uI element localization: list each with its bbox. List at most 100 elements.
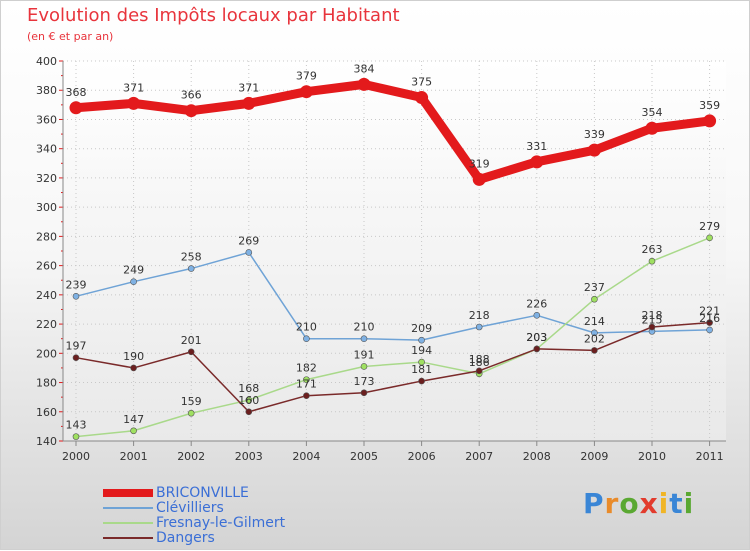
logo-letter: r xyxy=(604,487,620,520)
data-point xyxy=(472,172,486,186)
data-label: 368 xyxy=(66,86,87,99)
data-label: 173 xyxy=(354,375,375,388)
data-label: 194 xyxy=(411,344,432,357)
x-tick-label: 2000 xyxy=(62,450,90,463)
legend-item-briconville[interactable]: BRICONVILLE xyxy=(103,485,423,501)
y-tick-label: 400 xyxy=(36,55,57,68)
legend-item-clevilliers[interactable]: Clévilliers xyxy=(103,500,423,516)
data-point xyxy=(706,319,713,326)
data-label: 147 xyxy=(123,413,144,426)
data-point xyxy=(648,323,656,331)
data-label: 249 xyxy=(123,264,144,277)
data-point xyxy=(360,363,368,370)
data-label: 171 xyxy=(296,378,317,391)
data-label: 182 xyxy=(296,362,317,375)
data-label: 203 xyxy=(526,331,547,344)
data-point xyxy=(245,408,253,416)
data-label: 209 xyxy=(411,322,432,335)
x-tick-label: 2009 xyxy=(580,450,608,463)
data-label: 188 xyxy=(469,353,490,366)
series-line xyxy=(71,79,715,184)
data-label: 186 xyxy=(469,356,490,369)
x-tick-label: 2003 xyxy=(235,450,263,463)
data-point xyxy=(72,433,80,440)
x-tick-label: 2004 xyxy=(292,450,320,463)
data-label: 201 xyxy=(181,334,202,347)
series-line xyxy=(75,237,711,438)
logo-letter: i xyxy=(683,487,695,520)
series-line xyxy=(75,321,711,413)
legend-item-fresnay-le-gilmert[interactable]: Fresnay-le-Gilmert xyxy=(103,515,423,531)
logo-letter: o xyxy=(619,487,640,520)
y-tick-label: 320 xyxy=(36,172,57,185)
data-point xyxy=(418,336,425,344)
data-label: 371 xyxy=(123,81,144,94)
data-point xyxy=(242,96,256,110)
data-point xyxy=(245,396,253,404)
data-label: 168 xyxy=(238,382,259,395)
y-tick-label: 180 xyxy=(36,377,57,390)
x-tick-label: 2005 xyxy=(350,450,378,463)
y-tick-label: 300 xyxy=(36,201,57,214)
data-label: 160 xyxy=(238,394,259,407)
logo-letter: P xyxy=(583,487,605,520)
x-tick-label: 2002 xyxy=(177,450,205,463)
data-label: 215 xyxy=(642,313,663,326)
x-tick-label: 2001 xyxy=(120,450,148,463)
data-label: 279 xyxy=(699,220,720,233)
data-point xyxy=(706,326,713,334)
data-point xyxy=(72,293,80,300)
grid-lines xyxy=(63,60,726,442)
legend-swatch xyxy=(103,537,153,539)
y-tick-label: 240 xyxy=(36,289,57,302)
data-label: 384 xyxy=(354,62,375,75)
data-label: 319 xyxy=(469,157,490,170)
data-label: 216 xyxy=(699,312,720,325)
legend-item-dangers[interactable]: Dangers xyxy=(103,530,423,546)
data-point xyxy=(591,347,598,354)
data-point xyxy=(475,323,483,331)
y-tick-label: 340 xyxy=(36,143,57,156)
data-labels: 368 371 366 371 379 384 375 319 331 339 354 359 239 2… xyxy=(66,62,721,431)
data-point xyxy=(475,367,483,375)
proxiti-logo: Proxiti xyxy=(583,487,694,520)
y-tick-label: 280 xyxy=(36,230,57,243)
data-point xyxy=(130,427,137,435)
x-tick-label: 2008 xyxy=(523,450,551,463)
data-point xyxy=(184,104,198,118)
data-point xyxy=(69,101,83,115)
data-label: 331 xyxy=(526,140,547,153)
series-layer xyxy=(69,77,717,440)
data-label: 214 xyxy=(584,315,605,328)
data-label: 375 xyxy=(411,76,432,89)
chart-subtitle: (en € et par an) xyxy=(27,30,114,43)
data-point xyxy=(303,376,310,383)
data-label: 203 xyxy=(526,331,547,344)
y-tick-label: 140 xyxy=(36,435,57,448)
data-label: 197 xyxy=(66,340,87,353)
data-label: 181 xyxy=(411,363,432,376)
y-tick-label: 380 xyxy=(36,84,57,97)
data-label: 218 xyxy=(642,309,663,322)
legend: BRICONVILLE Clévilliers Fresnay-le-Gilme… xyxy=(103,485,423,546)
y-tick-label: 160 xyxy=(36,406,57,419)
logo-letter: t xyxy=(669,487,684,520)
data-label: 191 xyxy=(354,348,375,361)
y-tick-label: 260 xyxy=(36,260,57,273)
data-point xyxy=(645,121,659,135)
data-point xyxy=(415,91,429,105)
data-point xyxy=(187,409,195,417)
data-point xyxy=(357,77,371,91)
data-label: 269 xyxy=(238,234,259,247)
data-point xyxy=(187,265,195,272)
data-point xyxy=(360,335,368,342)
data-point xyxy=(360,389,368,397)
data-point xyxy=(303,335,310,342)
y-tick-label: 200 xyxy=(36,347,57,360)
data-label: 190 xyxy=(123,350,144,363)
data-point xyxy=(533,345,541,353)
data-label: 210 xyxy=(296,321,317,334)
axes: 140 160 180 200 220 240 260 280 300 320 340 360 380 4… xyxy=(36,55,726,463)
data-point xyxy=(591,329,598,337)
